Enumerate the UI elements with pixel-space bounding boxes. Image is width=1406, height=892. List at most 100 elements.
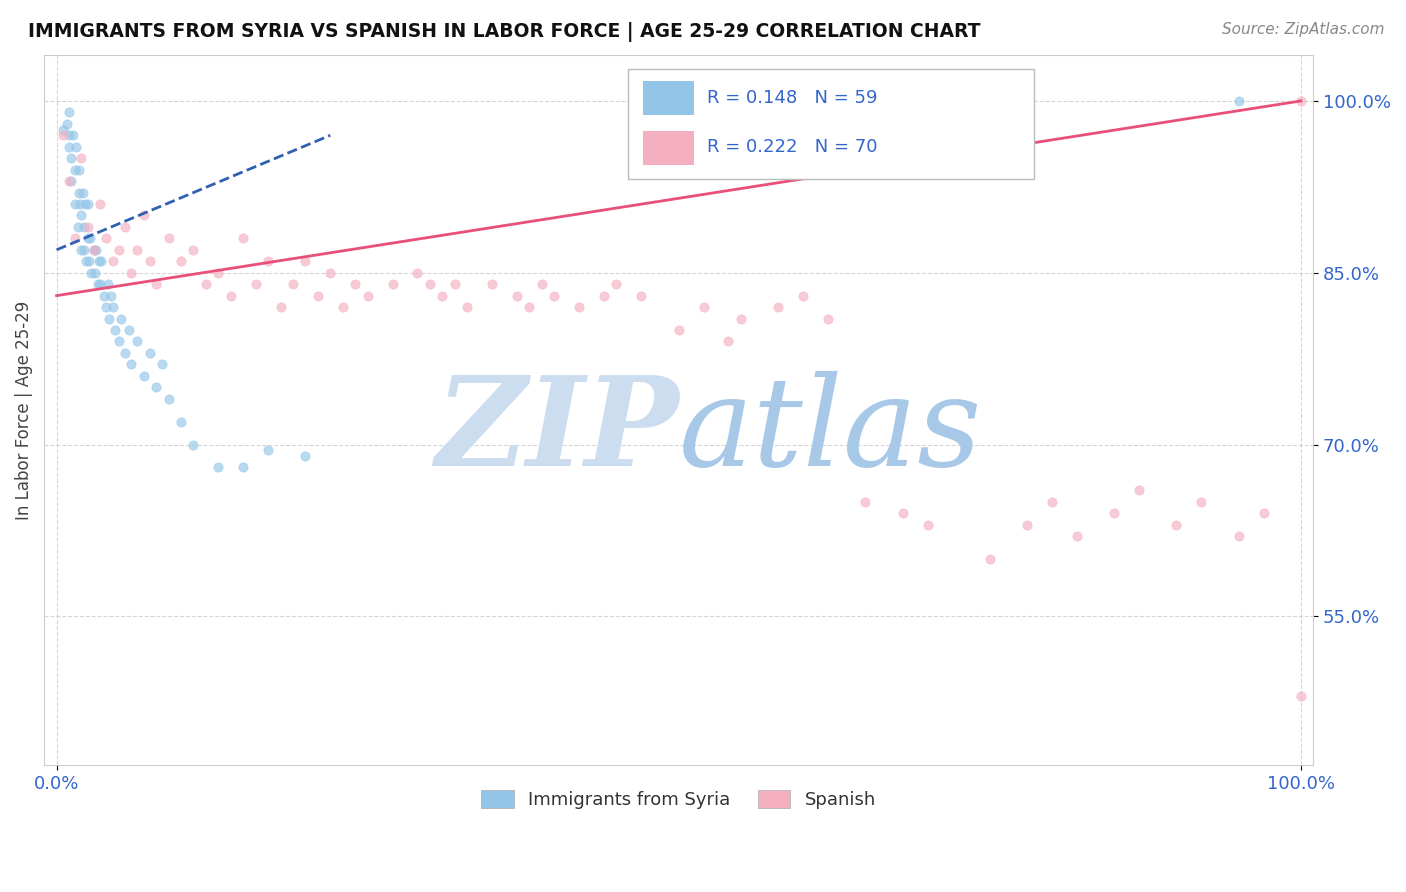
Text: Source: ZipAtlas.com: Source: ZipAtlas.com — [1222, 22, 1385, 37]
Point — [1066, 529, 1088, 543]
Point — [83, 243, 105, 257]
Point — [58, 174, 80, 188]
Point — [70, 243, 93, 257]
Point — [104, 323, 127, 337]
Point — [730, 311, 752, 326]
Point — [568, 300, 591, 314]
Point — [232, 231, 254, 245]
Point — [118, 323, 141, 337]
Point — [605, 277, 627, 292]
Point — [257, 443, 280, 458]
Point — [157, 231, 180, 245]
Point — [58, 105, 80, 120]
Point — [80, 266, 103, 280]
Point — [630, 288, 652, 302]
Point — [219, 288, 242, 302]
Point — [294, 254, 316, 268]
Point — [668, 323, 690, 337]
Point — [853, 495, 876, 509]
Point — [717, 334, 740, 349]
Point — [593, 288, 616, 302]
Point — [891, 506, 914, 520]
Y-axis label: In Labor Force | Age 25-29: In Labor Force | Age 25-29 — [15, 301, 32, 520]
Point — [67, 186, 90, 200]
Point — [232, 460, 254, 475]
Point — [543, 288, 565, 302]
Point — [443, 277, 465, 292]
Point — [63, 231, 86, 245]
Point — [67, 162, 90, 177]
Point — [52, 122, 75, 136]
Point — [76, 231, 98, 245]
Point — [183, 437, 205, 451]
Point — [73, 219, 96, 234]
Point — [75, 254, 97, 268]
Point — [792, 288, 814, 302]
Point — [194, 277, 217, 292]
Point — [294, 449, 316, 463]
FancyBboxPatch shape — [628, 70, 1033, 179]
Point — [79, 231, 101, 245]
Point — [97, 277, 120, 292]
Point — [93, 288, 115, 302]
Point — [132, 368, 155, 383]
Text: IMMIGRANTS FROM SYRIA VS SPANISH IN LABOR FORCE | AGE 25-29 CORRELATION CHART: IMMIGRANTS FROM SYRIA VS SPANISH IN LABO… — [28, 22, 980, 42]
Point — [75, 197, 97, 211]
Point — [150, 357, 173, 371]
Point — [1102, 506, 1125, 520]
Point — [55, 117, 77, 131]
Point — [96, 300, 118, 314]
Point — [281, 277, 304, 292]
Point — [332, 300, 354, 314]
Point — [356, 288, 378, 302]
Point — [58, 140, 80, 154]
Point — [139, 346, 162, 360]
Point — [1289, 94, 1312, 108]
Point — [62, 128, 84, 143]
Point — [207, 266, 229, 280]
Point — [69, 197, 91, 211]
Point — [183, 243, 205, 257]
FancyBboxPatch shape — [643, 131, 695, 165]
Point — [52, 128, 75, 143]
Point — [86, 243, 108, 257]
Point — [157, 392, 180, 406]
Point — [60, 174, 83, 188]
Point — [96, 231, 118, 245]
Point — [1040, 495, 1063, 509]
Point — [257, 254, 280, 268]
Point — [1253, 506, 1275, 520]
Point — [77, 254, 100, 268]
FancyBboxPatch shape — [643, 81, 695, 115]
Point — [120, 357, 142, 371]
Point — [1128, 483, 1150, 498]
Point — [65, 140, 87, 154]
Point — [63, 162, 86, 177]
Point — [1189, 495, 1212, 509]
Point — [100, 288, 122, 302]
Point — [101, 254, 124, 268]
Point — [132, 209, 155, 223]
Point — [76, 219, 98, 234]
Point — [456, 300, 478, 314]
Point — [63, 197, 86, 211]
Point — [270, 300, 292, 314]
Point — [979, 552, 1001, 566]
Point — [768, 300, 790, 314]
Point — [381, 277, 404, 292]
Text: ZIP: ZIP — [434, 371, 679, 492]
Point — [107, 334, 129, 349]
Point — [107, 243, 129, 257]
Point — [114, 346, 136, 360]
Point — [145, 277, 167, 292]
Point — [70, 209, 93, 223]
Point — [406, 266, 429, 280]
Point — [1289, 690, 1312, 704]
Point — [87, 254, 110, 268]
Point — [692, 300, 714, 314]
Point — [70, 151, 93, 165]
Point — [83, 243, 105, 257]
Point — [307, 288, 329, 302]
Text: atlas: atlas — [679, 371, 981, 492]
Point — [114, 219, 136, 234]
